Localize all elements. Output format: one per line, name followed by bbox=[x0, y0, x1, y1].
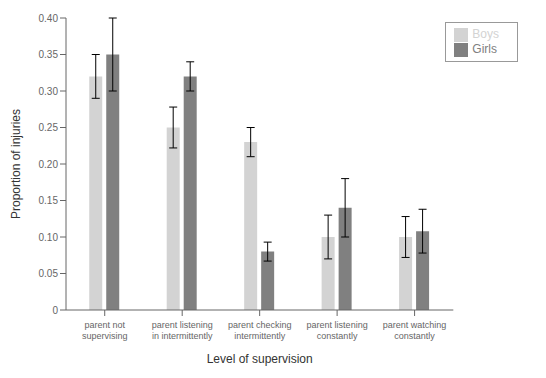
svg-text:parent watchingconstantly: parent watchingconstantly bbox=[383, 320, 447, 341]
svg-text:parent listeningin intermitten: parent listeningin intermittently bbox=[152, 320, 213, 341]
html-text:Boys: Boys bbox=[472, 27, 499, 41]
svg-text:0.20: 0.20 bbox=[39, 159, 59, 170]
svg-text:0.15: 0.15 bbox=[39, 195, 59, 206]
svg-text:0.05: 0.05 bbox=[39, 268, 59, 279]
svg-text:0.40: 0.40 bbox=[39, 13, 59, 24]
svg-text:0: 0 bbox=[52, 305, 58, 316]
svg-text:parent notsupervising: parent notsupervising bbox=[82, 320, 128, 341]
svg-text:0.10: 0.10 bbox=[39, 232, 59, 243]
svg-text:parent checkingintermittently: parent checkingintermittently bbox=[228, 320, 292, 341]
svg-text:Proportion of injuries: Proportion of injuries bbox=[9, 109, 23, 219]
svg-text:0.25: 0.25 bbox=[39, 122, 59, 133]
svg-text:parent listeningconstantly: parent listeningconstantly bbox=[307, 320, 368, 341]
html-text:Girls: Girls bbox=[472, 41, 497, 56]
svg-text:0.30: 0.30 bbox=[39, 86, 59, 97]
svg-text:Level of supervision: Level of supervision bbox=[207, 352, 313, 366]
svg-text:0.35: 0.35 bbox=[39, 49, 59, 60]
